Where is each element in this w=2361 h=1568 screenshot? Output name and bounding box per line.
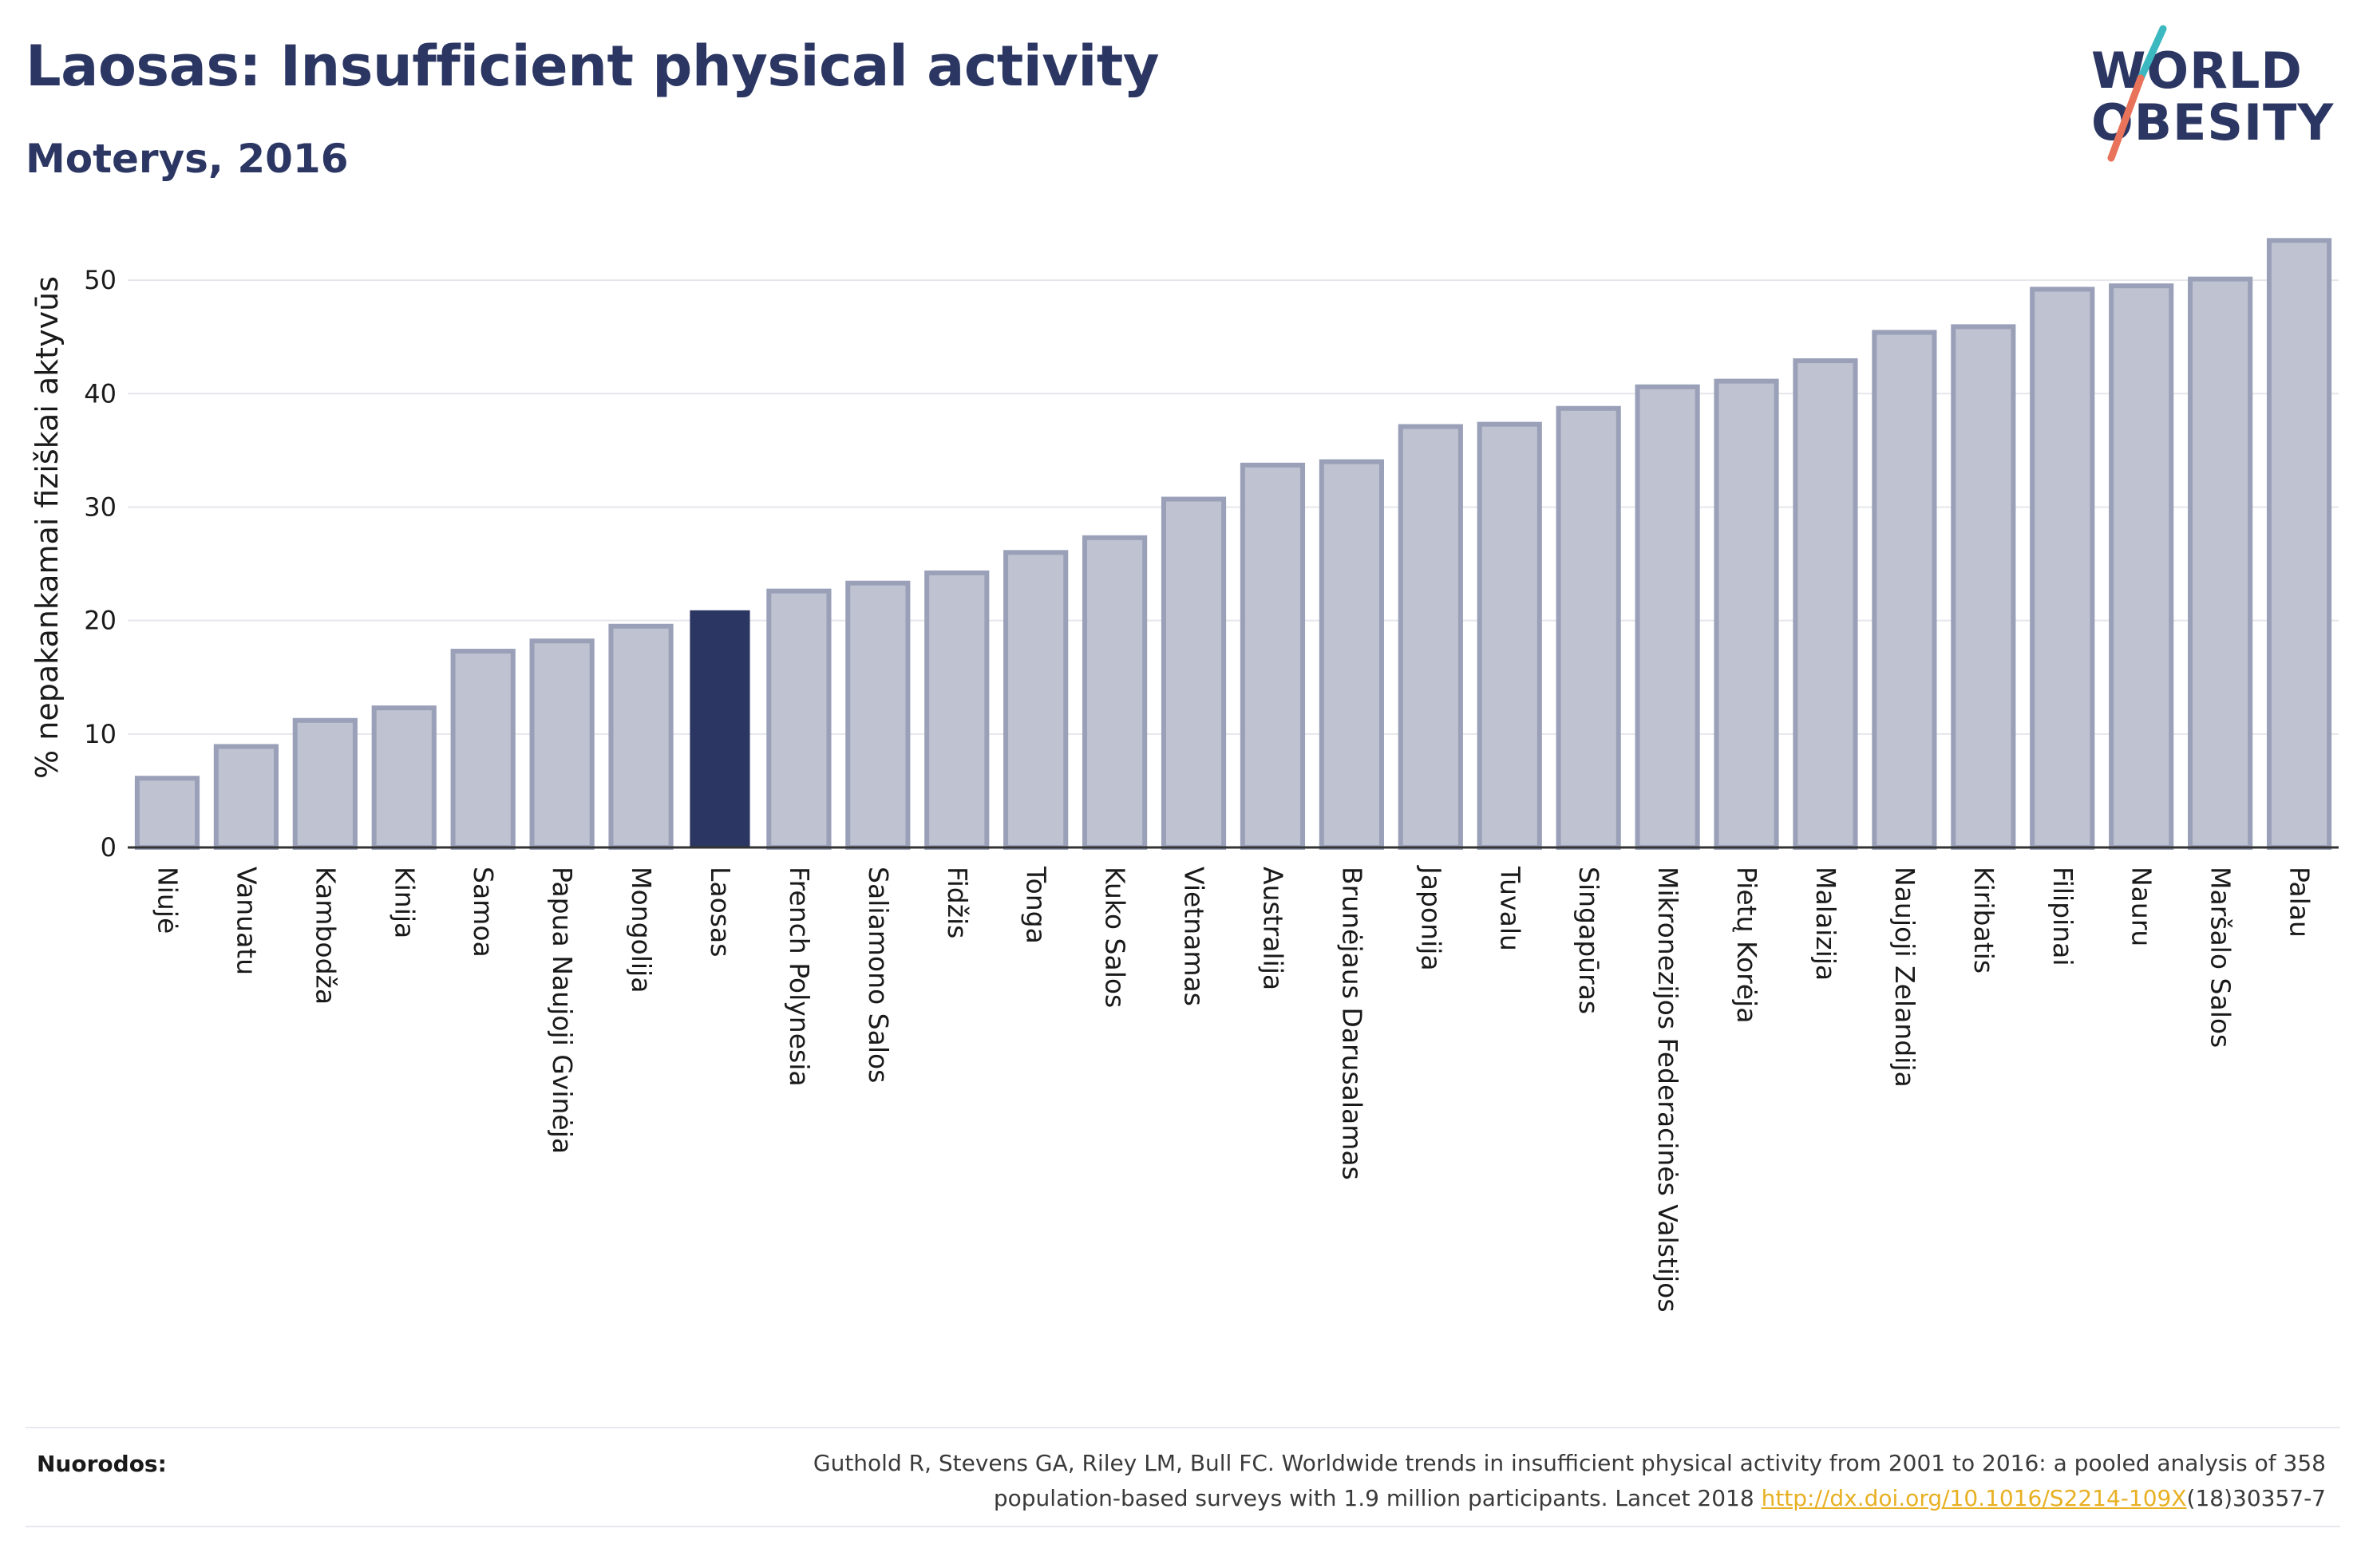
bar (690, 610, 750, 847)
chart-title: Laosas: Insufficient physical activity (26, 34, 1160, 99)
reference-line-1: Guthold R, Stevens GA, Riley LM, Bull FC… (813, 1450, 2326, 1476)
x-tick-label: Kambodža (310, 867, 341, 1005)
x-tick-label: Palau (2284, 867, 2316, 938)
footer-label: Nuorodos: (37, 1451, 167, 1477)
bar (1161, 496, 1227, 850)
x-tick-label: Filipinai (2047, 867, 2078, 966)
bar (1872, 330, 1937, 850)
x-tick-label: Pietų Korėja (1731, 867, 1762, 1023)
bar (371, 705, 437, 851)
bar (1556, 405, 1621, 851)
x-tick-label: Samoa (468, 867, 499, 958)
x-tick-label: Tuvalu (1494, 866, 1525, 951)
bar (1319, 459, 1384, 851)
x-tick-label: Singapūras (1573, 867, 1604, 1014)
x-tick-label: Niujė (152, 867, 183, 934)
bar (1635, 384, 1700, 850)
bar (2109, 283, 2174, 850)
bar (2188, 276, 2253, 851)
x-tick-label: Kinija (389, 867, 420, 938)
x-tick-label: Naujoji Zelandija (1889, 867, 1920, 1088)
logo-line-1: WORLD (2091, 41, 2303, 100)
reference-doi-link[interactable]: http://dx.doi.org/10.1016/S2214-109X (1761, 1485, 2187, 1511)
bar-chart: 0 10 20 30 40 50 % nepakankamai fiziškai aktyv… (30, 238, 2339, 1313)
y-tick-label: 30 (84, 492, 117, 522)
bar (529, 638, 595, 850)
bar (924, 570, 990, 850)
logo-slash-icon (2107, 25, 2167, 162)
bar (450, 649, 516, 850)
y-tick-label: 20 (84, 606, 117, 636)
x-tick-label: Maršalo Salos (2205, 867, 2236, 1048)
bar (766, 588, 832, 850)
y-tick-label: 0 (101, 832, 117, 863)
bar (2030, 286, 2095, 850)
bar (1793, 358, 1858, 851)
bar (1082, 535, 1148, 850)
x-tick-label: Australija (1257, 867, 1288, 990)
footer-divider-top (26, 1427, 2340, 1428)
x-tick-label: Japonija (1415, 865, 1446, 971)
footer-divider-bottom (26, 1526, 2340, 1527)
bar (1951, 324, 2016, 851)
x-tick-label: Vietnamas (1179, 867, 1210, 1006)
x-tick-label: Laosas (705, 867, 736, 957)
x-tick-label: Vanuatu (231, 867, 262, 975)
x-tick-label: Brunėjaus Darusalamas (1336, 867, 1367, 1180)
x-tick-label: French Polynesia (784, 867, 815, 1087)
bar (2266, 238, 2332, 850)
y-tick-label: 10 (84, 719, 117, 749)
chart-subtitle: Moterys, 2016 (26, 136, 349, 182)
x-tick-label: Mikronezijos Federacinės Valstijos (1652, 867, 1683, 1313)
x-tick-label: Mongolija (626, 867, 657, 993)
bar (1714, 378, 1779, 850)
x-tick-label: Nauru (2126, 867, 2157, 946)
bar (608, 623, 674, 851)
bar (213, 744, 279, 851)
x-tick-label: Malaizija (1810, 867, 1841, 981)
bar (1477, 421, 1542, 850)
bar (292, 717, 358, 850)
footer-reference: Guthold R, Stevens GA, Riley LM, Bull FC… (490, 1446, 2326, 1516)
x-tick-label: Kiribatis (1968, 867, 1999, 974)
reference-line-2-end: (18)30357-7 (2186, 1485, 2326, 1511)
y-axis-title: % nepakankamai fiziškai aktyvūs (30, 276, 65, 779)
y-tick-label: 50 (84, 265, 117, 295)
x-tick-label: Tonga (1021, 866, 1052, 944)
reference-line-2-start: population-based surveys with 1.9 millio… (993, 1485, 1762, 1511)
x-tick-label: Fidžis (942, 867, 973, 938)
x-tick-label: Papua Naujoji Gvinėja (547, 867, 578, 1154)
bar (1240, 462, 1306, 851)
bar (845, 580, 911, 850)
bar (1398, 424, 1463, 850)
bar (1003, 550, 1069, 850)
y-tick-label: 40 (84, 378, 117, 409)
bar (134, 776, 200, 851)
x-tick-label: Saliamono Salos (863, 867, 894, 1083)
x-tick-label: Kuko Salos (1100, 867, 1131, 1008)
world-obesity-logo: WORLD OBESITY (2075, 22, 2347, 166)
